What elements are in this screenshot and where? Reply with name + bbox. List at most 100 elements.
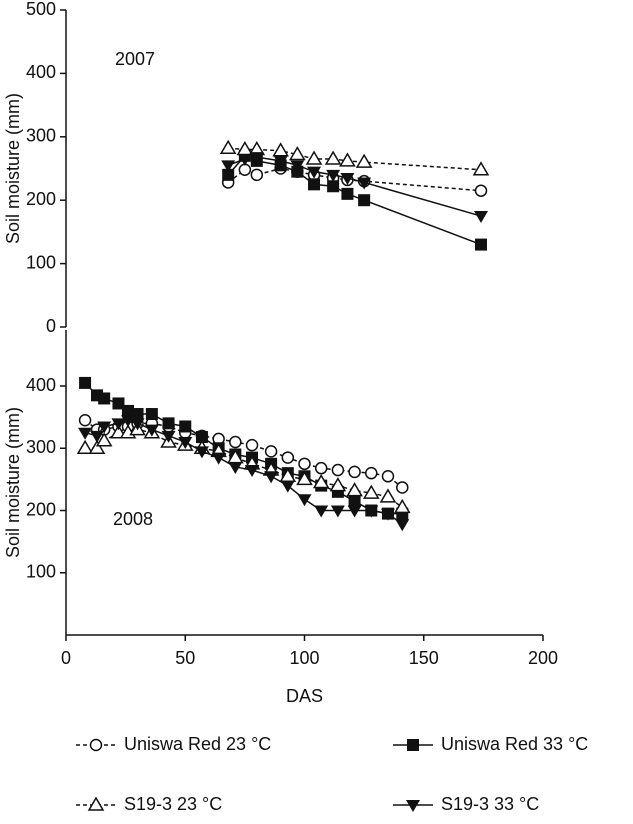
series-line	[227, 156, 482, 217]
data-point	[178, 437, 193, 450]
data-point	[250, 168, 264, 182]
data-point	[264, 445, 278, 458]
data-point	[396, 481, 409, 494]
data-point	[364, 505, 379, 518]
y-tick-label: 300	[26, 437, 56, 457]
y-tick-label: 200	[26, 189, 56, 209]
data-point	[281, 451, 295, 464]
data-point	[341, 187, 354, 200]
data-point	[314, 505, 329, 518]
legend-label: S19-3 23 °C	[124, 794, 222, 814]
data-point	[379, 488, 397, 503]
data-point	[78, 414, 92, 427]
data-point	[326, 169, 341, 182]
y-tick-label: 200	[26, 499, 56, 519]
data-point	[307, 166, 322, 179]
y-tick-label: 100	[26, 252, 56, 272]
series-line	[84, 419, 403, 489]
data-point	[289, 146, 306, 161]
data-point	[97, 421, 112, 434]
data-point	[296, 470, 313, 486]
y-tick-label: 400	[26, 375, 56, 395]
data-point	[327, 180, 340, 193]
data-point	[380, 508, 395, 521]
data-point	[98, 392, 111, 405]
x-axis-label: DAS	[286, 686, 323, 706]
data-point	[348, 465, 361, 479]
data-point	[264, 471, 279, 484]
data-point	[474, 184, 488, 197]
x-tick-label: 50	[175, 648, 195, 668]
data-point	[381, 470, 395, 483]
data-point	[339, 152, 356, 167]
x-tick-label: 100	[289, 648, 319, 668]
data-point	[346, 482, 363, 497]
data-point	[347, 505, 362, 518]
data-point	[112, 397, 125, 410]
data-point	[355, 153, 373, 168]
data-point	[314, 461, 328, 475]
annotation: 2007	[115, 49, 155, 69]
data-point	[229, 435, 242, 449]
data-point	[331, 463, 345, 477]
x-tick-label: 150	[409, 648, 439, 668]
data-point	[161, 430, 176, 443]
data-point	[358, 194, 371, 207]
data-point	[195, 431, 208, 444]
legend-label: Uniswa Red 33 °C	[441, 734, 588, 754]
data-point	[249, 152, 264, 165]
data-point	[290, 160, 305, 173]
data-point	[362, 484, 380, 499]
legend-marker	[89, 738, 103, 752]
data-point	[280, 480, 295, 493]
y-tick-label: 400	[26, 62, 56, 82]
data-point	[122, 404, 135, 417]
x-tick-label: 0	[61, 648, 71, 668]
data-point	[324, 150, 342, 165]
data-point	[222, 168, 235, 181]
data-point	[130, 418, 145, 431]
legend-label: S19-3 33 °C	[441, 794, 539, 814]
data-point	[395, 519, 410, 532]
data-point	[88, 439, 106, 455]
data-point	[76, 439, 94, 455]
data-point	[297, 494, 312, 507]
data-point	[365, 466, 378, 480]
data-point	[340, 173, 355, 186]
data-point	[474, 238, 487, 251]
data-point	[273, 155, 288, 168]
data-point	[121, 415, 136, 428]
x-tick-label: 200	[528, 648, 558, 668]
data-point	[221, 160, 236, 173]
data-point	[90, 430, 105, 443]
data-point	[79, 376, 92, 389]
y-tick-label: 500	[26, 0, 56, 19]
data-point	[179, 420, 192, 433]
series-line	[227, 154, 482, 246]
data-point	[194, 446, 209, 459]
series-line	[228, 147, 482, 171]
data-point	[473, 211, 488, 224]
y-tick-label: 300	[26, 126, 56, 146]
data-point	[95, 432, 113, 447]
data-point	[308, 178, 321, 191]
data-point	[348, 495, 361, 508]
data-point	[219, 139, 237, 154]
data-point	[393, 498, 411, 514]
data-point	[298, 457, 311, 471]
legend-marker	[406, 800, 420, 812]
data-point	[236, 140, 254, 156]
data-point	[237, 153, 252, 166]
data-point	[357, 177, 372, 190]
data-point	[472, 161, 490, 176]
y-tick-label: 100	[26, 562, 56, 582]
data-point	[162, 417, 175, 430]
y-tick-label: 0	[46, 316, 56, 336]
data-point	[111, 418, 126, 431]
annotation: 2008	[113, 509, 153, 529]
data-point	[312, 474, 330, 489]
data-point	[329, 477, 347, 492]
data-point	[228, 461, 243, 474]
data-point	[145, 408, 158, 421]
